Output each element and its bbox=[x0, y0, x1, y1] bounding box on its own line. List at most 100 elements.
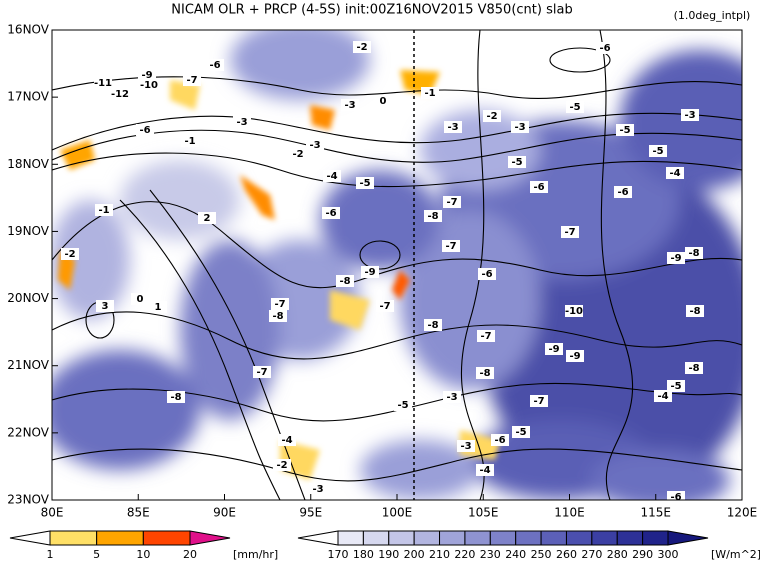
contour-label: -9 bbox=[548, 344, 559, 355]
contour-label: -3 bbox=[446, 392, 457, 403]
contour-label-box bbox=[686, 305, 704, 317]
colorbar-label: 280 bbox=[607, 548, 628, 561]
colorbar-label: 1 bbox=[47, 548, 54, 561]
contour-label: -9 bbox=[569, 351, 580, 362]
colorbar-arrow-low bbox=[9, 530, 51, 546]
contour-label-box bbox=[530, 395, 548, 407]
olr-shading bbox=[52, 30, 742, 500]
contour-label-box bbox=[136, 124, 154, 136]
contours bbox=[52, 30, 742, 500]
contour-label: -6 bbox=[617, 187, 628, 198]
colorbar-cell bbox=[515, 530, 542, 546]
contour-label: 1 bbox=[155, 302, 162, 313]
contour-label-box bbox=[444, 121, 462, 133]
contour-label: -4 bbox=[281, 435, 292, 446]
contour-label: -6 bbox=[139, 125, 150, 136]
contour-label: -5 bbox=[619, 125, 630, 136]
contour-label: -3 bbox=[460, 441, 471, 452]
contour-label: -7 bbox=[533, 396, 544, 407]
contour-label-box bbox=[530, 181, 548, 193]
contour-label: -2 bbox=[292, 149, 303, 160]
contour-label-box bbox=[374, 95, 392, 107]
contour-label: -2 bbox=[64, 249, 75, 260]
colorbar-label: 190 bbox=[378, 548, 399, 561]
x-tick-label: 85E bbox=[127, 506, 150, 520]
contour-label-box bbox=[61, 248, 79, 260]
contour-label: -8 bbox=[688, 363, 699, 374]
colorbar-units: [mm/hr] bbox=[233, 548, 278, 561]
contour-label: -1 bbox=[184, 136, 195, 147]
contour-label: -3 bbox=[514, 122, 525, 133]
colorbar-label: 240 bbox=[505, 548, 526, 561]
contour-label-box bbox=[309, 483, 327, 495]
contour-label-box bbox=[96, 300, 114, 312]
contour-label-box bbox=[685, 362, 703, 374]
contour-label-box bbox=[667, 491, 685, 500]
contour-label: -9 bbox=[670, 253, 681, 264]
colorbar-label: 20 bbox=[183, 548, 197, 561]
precip-shading bbox=[58, 70, 500, 480]
contour-label-box bbox=[685, 247, 703, 259]
contour-label: -7 bbox=[256, 367, 267, 378]
contour-label-box bbox=[478, 268, 496, 280]
x-tick-label: 110E bbox=[554, 506, 585, 520]
contour-label-box bbox=[424, 210, 442, 222]
contour-label-box bbox=[138, 69, 156, 81]
y-tick-label: 16NOV bbox=[7, 23, 49, 37]
contour-label-box bbox=[681, 109, 699, 121]
contour-label-box bbox=[353, 41, 371, 53]
contour-label: -5 bbox=[359, 178, 370, 189]
contour-label: -3 bbox=[447, 122, 458, 133]
x-tick-label: 90E bbox=[213, 506, 236, 520]
contour-label: -11 bbox=[94, 78, 112, 89]
contour-label-box bbox=[376, 300, 394, 312]
contour-label: -6 bbox=[209, 60, 220, 71]
contour-label-box bbox=[181, 135, 199, 147]
contour-label: -2 bbox=[486, 111, 497, 122]
contour-label-box bbox=[271, 298, 289, 310]
contour-label: -5 bbox=[397, 400, 408, 411]
contour-label-box bbox=[111, 88, 129, 100]
colorbar-cell bbox=[388, 530, 415, 546]
colorbar-label: 270 bbox=[581, 548, 602, 561]
contour-label: -5 bbox=[569, 102, 580, 113]
contour-label: -9 bbox=[141, 70, 152, 81]
contour-label: -1 bbox=[98, 205, 109, 216]
contour-label: -6 bbox=[481, 269, 492, 280]
colorbar-label: 290 bbox=[632, 548, 653, 561]
colorbar-label: 170 bbox=[328, 548, 349, 561]
colorbar-cell bbox=[591, 530, 618, 546]
y-tick-label: 22NOV bbox=[7, 425, 49, 439]
contour-label: -5 bbox=[511, 157, 522, 168]
colorbar-cell bbox=[565, 530, 593, 546]
contour-label-box bbox=[457, 440, 475, 452]
colorbar-cell bbox=[616, 530, 644, 546]
contour-label: -9 bbox=[364, 267, 375, 278]
contour-label: -7 bbox=[379, 301, 390, 312]
contour-label: -7 bbox=[445, 241, 456, 252]
contour-label-box bbox=[198, 212, 216, 224]
contour-label-box bbox=[511, 121, 529, 133]
contour-label-box bbox=[253, 366, 271, 378]
y-tick-label: 21NOV bbox=[7, 358, 49, 372]
colorbar-arrow-low bbox=[297, 530, 339, 546]
x-tick-label: 105E bbox=[468, 506, 499, 520]
contour-labels: -2 -6-6-9 -7-11 -10-12 -10-3 -5-2-3-6 -3 -3 -5-3… bbox=[61, 41, 704, 500]
contour-label-box bbox=[233, 116, 251, 128]
contour-label-box bbox=[561, 226, 579, 238]
axes: 80E 85E 90E 95E 100E 105E 110E 115E 120E 16NOV 17N… bbox=[7, 23, 757, 520]
contour-label-box bbox=[614, 186, 632, 198]
contour-label-box bbox=[667, 380, 685, 392]
contour-label-box bbox=[512, 426, 530, 438]
contour-label-box bbox=[566, 101, 584, 113]
colorbar-label: 220 bbox=[454, 548, 475, 561]
contour-label: -3 bbox=[309, 140, 320, 151]
colorbar-label: 5 bbox=[93, 548, 100, 561]
contour-label-box bbox=[443, 196, 461, 208]
contour-label: -5 bbox=[670, 381, 681, 392]
contour-label: -8 bbox=[427, 320, 438, 331]
contour-label: -8 bbox=[427, 211, 438, 222]
colorbar-arrow-high bbox=[189, 530, 231, 546]
colorbar-label: 200 bbox=[404, 548, 425, 561]
